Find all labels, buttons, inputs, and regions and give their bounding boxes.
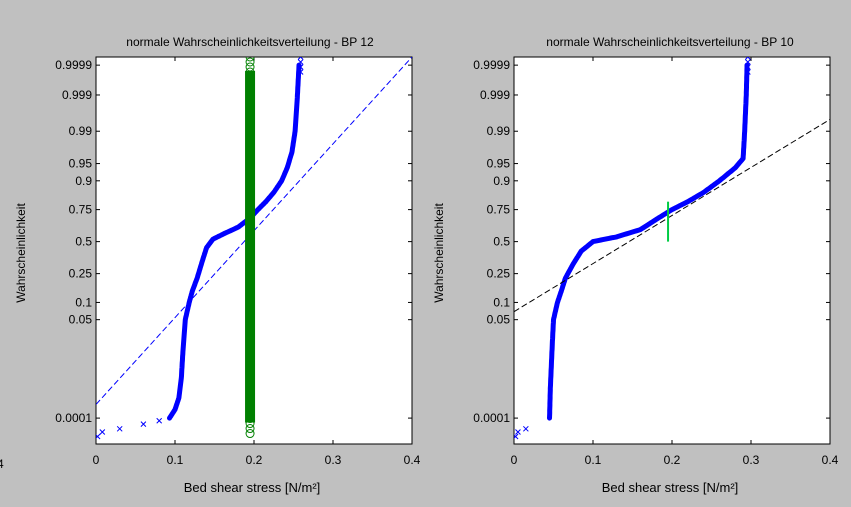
y-tick-label: 0.25 [69,267,93,281]
y-tick-label: 0.95 [69,157,93,171]
y-tick-label: 0.1 [75,295,92,309]
x-tick-label: 0.1 [585,453,602,467]
right-plot-ylabel: Wahrscheinlichkeit [432,203,446,303]
data-marker [156,417,163,424]
circle-marker [245,67,255,77]
data-marker [297,64,304,70]
y-tick-label: 0.95 [487,157,511,171]
circle-marker [245,419,255,429]
circle-marker [245,62,255,72]
x-tick-label: 0.3 [743,453,760,467]
y-tick-label: 0.99 [487,124,511,138]
y-tick-label: 0.5 [75,235,92,249]
data-layer [96,57,412,440]
y-tick-label: 0.25 [487,267,511,281]
circle-marker [245,424,255,434]
circle-marker [245,57,255,62]
y-tick-label: 0.9 [75,174,92,188]
circle-marker [245,429,255,439]
left-probability-plot: normale Wahrscheinlichkeitsverteilung - … [14,35,421,495]
x-tick-label: 0.1 [167,453,184,467]
x-tick-label: 0.3 [325,453,342,467]
stray-tick-label: 4 [0,457,4,471]
y-tick-label: 0.9 [493,174,510,188]
x-tick-label: 0 [93,453,100,467]
x-tick-label: 0.4 [404,453,421,467]
y-tick-label: 0.9999 [473,58,510,72]
y-tick-label: 0.05 [69,313,93,327]
data-marker [744,69,751,75]
y-tick-label: 0.75 [69,203,93,217]
data-marker [515,429,521,435]
x-tick-label: 0.2 [246,453,263,467]
data-marker [522,425,529,432]
left-plot-ylabel: Wahrscheinlichkeit [14,203,28,303]
y-tick-label: 0.1 [493,295,510,309]
y-tick-label: 0.0001 [473,411,510,425]
data-series-markers [547,62,750,421]
y-tick-label: 0.05 [487,313,511,327]
y-tick-label: 0.9999 [55,58,92,72]
data-layer [514,57,830,440]
data-marker [744,57,751,60]
data-marker [744,59,751,65]
plot-area [513,56,831,445]
data-marker [140,421,147,427]
data-marker [297,59,304,65]
right-plot-title: normale Wahrscheinlichkeitsverteilung - … [546,35,794,49]
reference-fit-line [514,118,830,313]
left-plot-title: normale Wahrscheinlichkeitsverteilung - … [126,35,374,49]
data-marker [297,57,304,60]
right-plot-xlabel: Bed shear stress [N/m²] [602,480,739,495]
circle-marker [245,57,255,67]
y-tick-label: 0.999 [62,88,92,102]
y-tick-label: 0.99 [69,124,93,138]
data-marker [96,433,101,440]
x-tick-label: 0 [511,453,518,467]
circle-marker-column [245,71,256,423]
x-tick-label: 0.4 [822,453,839,467]
y-tick-label: 0.5 [493,235,510,249]
right-probability-plot: normale Wahrscheinlichkeitsverteilung - … [432,35,839,495]
data-marker [99,429,106,435]
data-marker [514,433,519,440]
data-marker [116,425,123,432]
data-marker [744,64,751,70]
left-plot-xlabel: Bed shear stress [N/m²] [184,480,321,495]
data-series-markers [167,62,302,421]
y-tick-label: 0.0001 [55,411,92,425]
y-tick-label: 0.75 [487,203,511,217]
y-tick-label: 0.999 [480,88,510,102]
data-marker [297,69,304,75]
circle-marker [245,414,255,424]
x-tick-label: 0.2 [664,453,681,467]
